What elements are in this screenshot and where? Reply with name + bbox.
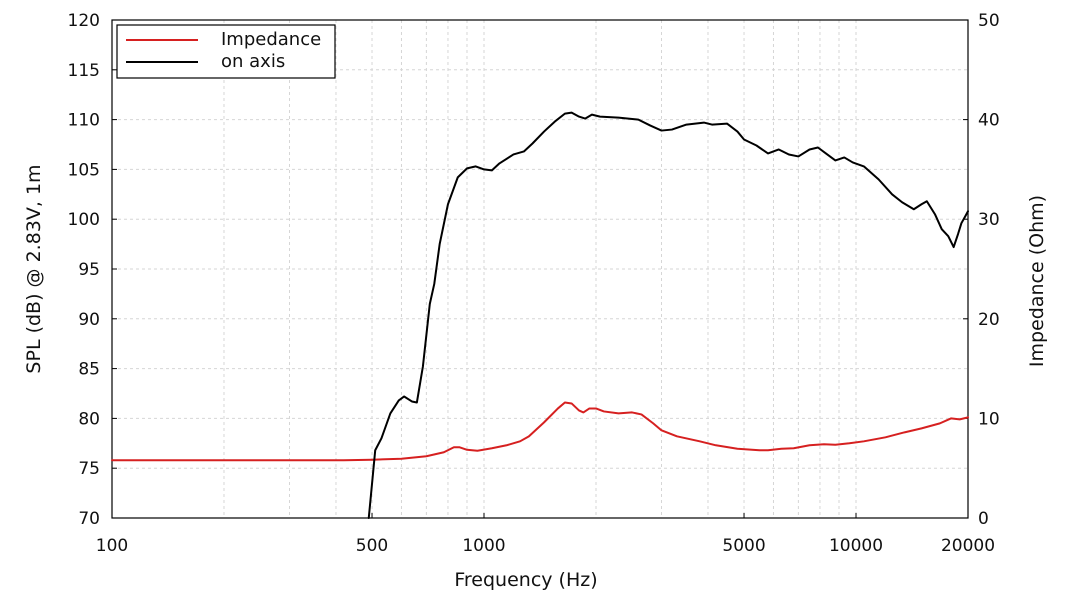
y-tick-label: 95 xyxy=(78,260,100,280)
y2-axis-label: Impedance (Ohm) xyxy=(1026,195,1048,367)
y-tick-label: 90 xyxy=(78,310,100,330)
y-tick-label: 85 xyxy=(78,360,100,380)
y-axis-label: SPL (dB) @ 2.83V, 1m xyxy=(23,164,45,373)
x-tick-label: 20000 xyxy=(941,536,995,556)
y2-tick-label: 20 xyxy=(978,310,1000,330)
y-tick-label: 75 xyxy=(78,459,100,479)
y2-tick-label: 40 xyxy=(978,111,1000,131)
y-tick-label: 80 xyxy=(78,409,100,429)
y-tick-label: 115 xyxy=(68,61,100,81)
x-tick-label: 1000 xyxy=(462,536,505,556)
axis-ticks: 70 75 80 85 90 95 100 105 110 115 120 0 10 20 30 40 50 10… xyxy=(68,11,1000,556)
grid xyxy=(112,20,968,518)
y2-tick-label: 30 xyxy=(978,210,1000,230)
series-lines xyxy=(111,111,969,519)
x-tick-label: 10000 xyxy=(829,536,883,556)
legend-box xyxy=(116,24,336,79)
y-tick-label: 105 xyxy=(68,160,100,180)
y2-tick-label: 50 xyxy=(978,11,1000,31)
legend-label-on-axis: on axis xyxy=(221,51,285,72)
series-line-impedance xyxy=(111,401,969,462)
y-tick-label: 120 xyxy=(68,11,100,31)
y-tick-label: 100 xyxy=(68,210,100,230)
legend-label-impedance: Impedance xyxy=(221,29,321,50)
x-tick-label: 5000 xyxy=(722,536,765,556)
x-tick-label: 500 xyxy=(356,536,388,556)
y-tick-label: 70 xyxy=(78,509,100,529)
y2-tick-label: 0 xyxy=(978,509,989,529)
y2-tick-label: 10 xyxy=(978,409,1000,429)
series-line-on-axis xyxy=(367,111,969,519)
legend: Impedance on axis xyxy=(116,24,336,79)
x-tick-label: 100 xyxy=(96,536,128,556)
x-axis-label: Frequency (Hz) xyxy=(454,569,597,591)
y-tick-label: 110 xyxy=(68,111,100,131)
